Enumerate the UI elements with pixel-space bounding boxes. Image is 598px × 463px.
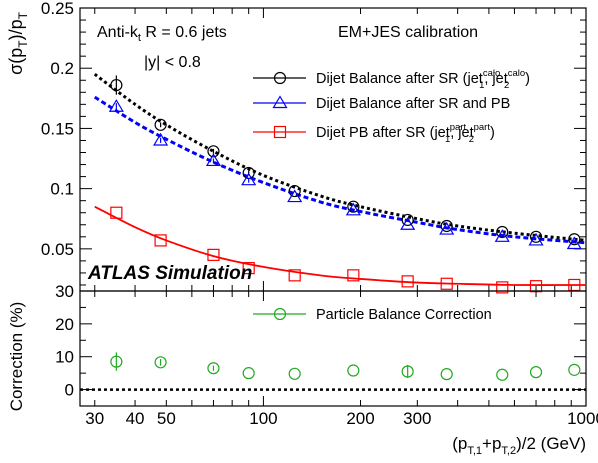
y-bottom-tick-label: 20 (55, 315, 74, 334)
correction-point (288, 367, 301, 380)
y-top-tick-label: 0.2 (50, 59, 74, 78)
x-tick-label: 1000 (567, 409, 598, 428)
data-point-series-1 (566, 236, 582, 250)
data-point-series-1 (494, 229, 510, 242)
y-axis-label-top: σ(pT)/pT (6, 11, 30, 74)
data-point-series-2 (207, 248, 220, 261)
data-point-series-1 (400, 217, 416, 230)
y-top-tick-label: 0.15 (41, 119, 74, 138)
bottom-panel: 0 10 20 30 Particle Balance Correction Correc… (7, 282, 598, 457)
correction-point (401, 365, 414, 378)
top-frame (79, 7, 587, 292)
y-top-tick-label: 0.05 (41, 240, 74, 259)
x-tick-label: 40 (126, 409, 145, 428)
correction-point (242, 367, 255, 380)
data-point-series-1 (439, 221, 455, 235)
data-point-series-1 (528, 232, 544, 246)
data-point-series-1 (241, 172, 257, 186)
y-top-tick-label: 0.25 (41, 0, 74, 18)
y-top-tick-label: 0.1 (50, 180, 74, 199)
data-point-series-0 (440, 219, 453, 233)
legend-entry-0: Dijet Balance after SR (jetcalo 1, jetcal… (316, 68, 530, 91)
data-point-series-0 (347, 200, 360, 213)
y-bottom-tick-label: 0 (65, 381, 74, 400)
y-bottom-tick-label: 10 (55, 348, 74, 367)
rapidity-label: |y| < 0.8 (144, 54, 201, 71)
x-tick-label: 30 (85, 409, 104, 428)
legend-marker-1 (272, 95, 288, 109)
data-point-series-1 (153, 132, 169, 146)
data-point-series-1 (287, 189, 303, 203)
data-point-series-2 (242, 262, 255, 275)
legend-marker-0 (273, 71, 287, 85)
experiment-label: ATLAS Simulation (87, 263, 252, 284)
correction-point (568, 363, 581, 376)
data-point-series-0 (568, 233, 581, 246)
top-panel: 0.05 0.1 0.15 0.2 0.25 σ(pT)/pT Anti-kt R = 0.… (6, 0, 587, 294)
x-tick-label: 100 (249, 409, 277, 428)
legend-entry-1: Dijet Balance after SR and PB (316, 96, 510, 112)
correction-point (154, 356, 167, 369)
legend-marker-2 (273, 125, 287, 139)
data-point-series-0 (529, 230, 543, 243)
fit-curve-1 (93, 95, 587, 245)
data-point-series-2 (440, 277, 453, 290)
data-point-series-2 (154, 234, 167, 247)
correction-point (110, 355, 123, 368)
y-axis-label-bottom: Correction (%) (7, 302, 26, 412)
data-point-series-2 (496, 281, 509, 294)
x-tick-label: 50 (157, 409, 176, 428)
correction-point (440, 368, 453, 381)
data-point-series-2 (110, 206, 123, 219)
data-point-series-0 (154, 118, 167, 131)
data-point-series-2 (288, 269, 301, 282)
correction-point (529, 366, 543, 379)
data-point-series-1 (108, 99, 124, 112)
x-axis-label: (pT,1+pT,2)/2 (GeV) (452, 434, 586, 457)
data-point-series-0 (288, 184, 301, 198)
correction-point (496, 368, 509, 381)
correction-point (347, 364, 360, 377)
correction-point (207, 362, 220, 375)
data-point-series-0 (401, 213, 414, 227)
legend-entry-2: Dijet PB after SR (jetpart 1, jetpart 2) (316, 122, 495, 145)
y-bottom-tick-label: 30 (55, 282, 74, 301)
data-point-series-1 (205, 153, 222, 167)
x-tick-label: 200 (346, 409, 374, 428)
legend-marker-correction (273, 307, 287, 321)
x-tick-label: 300 (403, 409, 431, 428)
data-point-series-2 (401, 275, 414, 288)
legend-entry-correction: Particle Balance Correction (316, 307, 492, 323)
data-point-series-0 (110, 78, 123, 92)
data-point-series-1 (345, 202, 361, 216)
data-point-series-2 (347, 269, 360, 282)
data-point-series-0 (496, 225, 509, 239)
bottom-frame (79, 290, 587, 407)
data-point-series-0 (207, 145, 220, 158)
calibration-label: EM+JES calibration (338, 24, 478, 41)
fit-curve-2 (94, 205, 587, 286)
jet-algorithm-label: Anti-kt R = 0.6 jets (97, 24, 227, 44)
